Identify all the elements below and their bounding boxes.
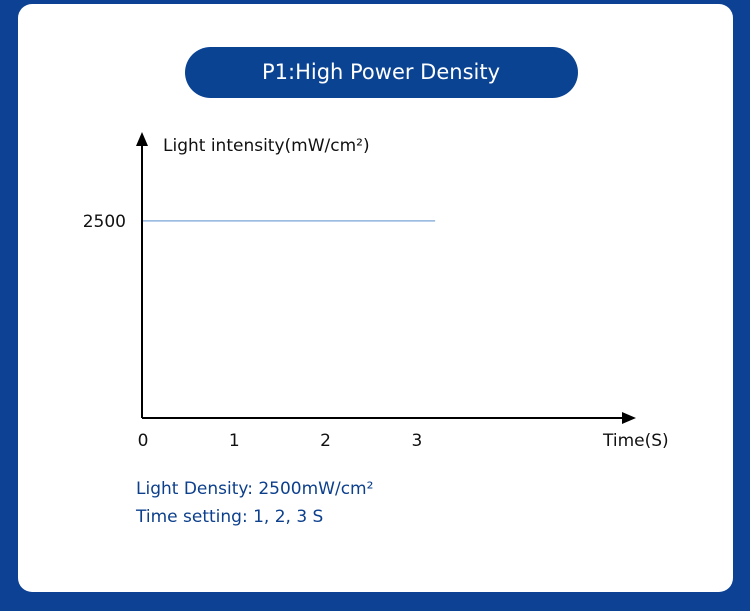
- chart-title: P1:High Power Density: [262, 60, 500, 84]
- y-arrow: [136, 132, 148, 146]
- x-tick-label: 2: [320, 431, 331, 451]
- note: Time setting: 1, 2, 3 S: [135, 507, 323, 527]
- title-pill: [185, 47, 578, 98]
- card: [18, 4, 733, 592]
- y-axis-label: Light intensity(mW/cm²): [163, 136, 370, 156]
- note: Light Density: 2500mW/cm²: [136, 479, 373, 499]
- x-arrow: [622, 412, 636, 424]
- x-tick-label: 1: [229, 431, 240, 451]
- x-tick-label: 3: [411, 431, 422, 451]
- x-axis-label: Time(S): [602, 431, 669, 451]
- x-tick-label: 0: [138, 431, 149, 451]
- y-tick-label: 2500: [83, 212, 126, 232]
